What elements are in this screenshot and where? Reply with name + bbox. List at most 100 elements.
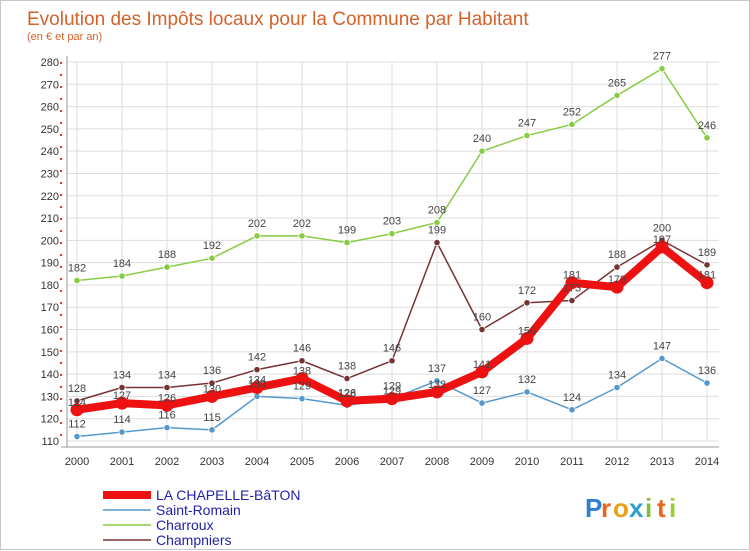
data-label: 188 xyxy=(608,249,626,261)
data-point xyxy=(613,383,621,392)
data-point xyxy=(163,263,171,271)
chart-title: Evolution des Impôts locaux pour la Comm… xyxy=(27,9,529,30)
data-label: 184 xyxy=(113,258,131,270)
data-label: 208 xyxy=(428,205,446,217)
data-label: 126 xyxy=(158,392,176,404)
data-label: 129 xyxy=(293,381,311,393)
data-point xyxy=(385,392,399,406)
axes: 110 120 130 140 150 160 170 180 190 200 210 220 230 2… xyxy=(41,56,719,468)
data-label: 130 xyxy=(248,378,266,390)
data-point xyxy=(118,428,126,436)
logo-letter: t xyxy=(657,493,666,523)
series-champniers xyxy=(73,236,711,405)
data-point xyxy=(388,357,396,365)
data-point xyxy=(253,392,261,401)
logo-letter: i xyxy=(645,493,652,523)
data-point xyxy=(610,280,624,294)
data-label: 138 xyxy=(338,361,356,373)
series-la-chapelle-b-ton xyxy=(70,240,714,417)
data-label: 134 xyxy=(608,369,626,381)
x-tick-label: 2000 xyxy=(65,456,89,468)
data-point xyxy=(340,394,354,408)
data-label: 146 xyxy=(293,343,311,355)
data-point xyxy=(163,383,171,392)
data-point xyxy=(475,365,489,379)
data-point xyxy=(430,385,444,399)
data-label: 246 xyxy=(698,120,716,132)
data-point xyxy=(250,380,264,394)
legend-label: LA CHAPELLE-BâTON xyxy=(156,487,300,503)
data-point xyxy=(343,374,351,383)
y-tick-label: 110 xyxy=(41,436,59,448)
data-label: 128 xyxy=(68,383,86,395)
legend-label: Charroux xyxy=(156,517,214,533)
series-area: 182 184 188 192 202 202 199 203 208 240 247 252 265 2… xyxy=(68,51,716,441)
data-label: 136 xyxy=(698,365,716,377)
data-label: 277 xyxy=(653,51,671,63)
data-point xyxy=(523,131,531,140)
legend: LA CHAPELLE-BâTONSaint-RomainCharrouxCha… xyxy=(103,487,300,548)
y-tick-label: 260 xyxy=(41,102,59,114)
data-point xyxy=(568,296,576,305)
data-label: 147 xyxy=(653,341,671,353)
data-label: 134 xyxy=(248,374,266,386)
data-point xyxy=(73,276,81,285)
data-label: 114 xyxy=(113,414,131,426)
data-point xyxy=(703,261,711,269)
series-charroux xyxy=(73,65,711,285)
data-label: 173 xyxy=(563,283,581,295)
data-point xyxy=(73,432,81,441)
data-label: 134 xyxy=(158,369,176,381)
data-label: 132 xyxy=(518,374,536,386)
data-label: 172 xyxy=(518,285,536,297)
legend-label: Champniers xyxy=(156,532,231,548)
data-point xyxy=(208,426,216,434)
data-point xyxy=(295,372,309,386)
legend-label: Saint-Romain xyxy=(156,502,241,518)
data-point xyxy=(298,395,306,403)
data-point xyxy=(658,354,666,363)
data-label: 116 xyxy=(158,410,176,422)
data-label: 252 xyxy=(563,106,581,118)
data-point xyxy=(433,218,441,227)
data-label: 129 xyxy=(383,386,401,398)
data-label: 112 xyxy=(68,419,86,431)
x-tick-label: 2012 xyxy=(605,456,629,468)
data-label: 129 xyxy=(383,381,401,393)
data-label: 156 xyxy=(518,325,536,337)
x-tick-label: 2008 xyxy=(425,456,449,468)
data-point xyxy=(613,263,621,271)
x-tick-label: 2001 xyxy=(110,456,134,468)
data-point xyxy=(523,388,531,396)
logo-letter: x xyxy=(629,493,644,523)
data-label: 265 xyxy=(608,77,626,89)
y-tick-label: 240 xyxy=(41,146,59,158)
y-tick-label: 130 xyxy=(41,391,59,403)
data-point xyxy=(565,276,579,290)
chart-subtitle: (en € et par an) xyxy=(27,31,102,43)
data-point xyxy=(253,366,261,374)
data-label: 126 xyxy=(338,387,356,399)
x-tick-label: 2005 xyxy=(290,456,314,468)
data-point xyxy=(163,424,171,432)
data-point xyxy=(703,379,711,387)
x-tick-label: 2006 xyxy=(335,456,359,468)
logo-letter: i xyxy=(669,493,676,523)
x-tick-label: 2013 xyxy=(650,456,674,468)
x-tick-label: 2002 xyxy=(155,456,179,468)
y-tick-label: 190 xyxy=(41,258,59,270)
data-point xyxy=(70,403,84,417)
data-label: 182 xyxy=(68,262,86,274)
logo-letter: r xyxy=(601,493,611,523)
y-tick-label: 120 xyxy=(41,414,59,426)
data-point xyxy=(478,147,486,155)
data-label: 138 xyxy=(293,366,311,378)
y-tick-label: 180 xyxy=(41,280,59,292)
y-tick-label: 210 xyxy=(41,213,59,225)
data-point xyxy=(658,65,666,73)
y-tick-label: 280 xyxy=(41,57,59,69)
x-tick-label: 2014 xyxy=(695,456,719,468)
y-tick-label: 200 xyxy=(41,235,59,247)
data-label: 127 xyxy=(113,390,131,402)
